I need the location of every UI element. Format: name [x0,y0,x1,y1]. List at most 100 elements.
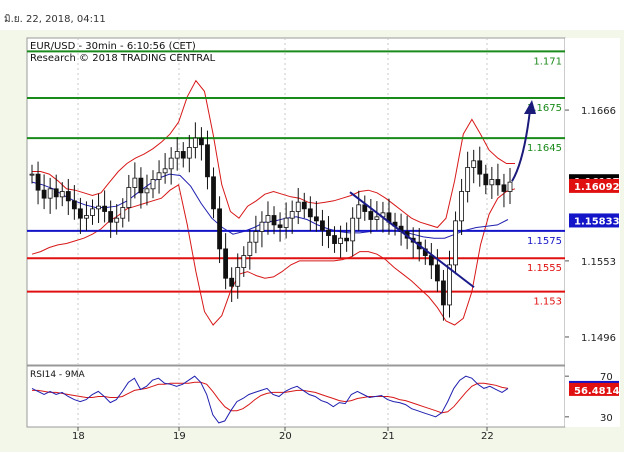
candle-body [102,205,108,212]
candle [441,269,446,321]
candle [465,151,471,203]
forecast-arrow-head [524,100,536,115]
candle [289,200,295,234]
candle-body [180,151,186,159]
candle [356,190,362,231]
x-tick-label: 20 [279,431,292,442]
candle [453,211,458,275]
candle [205,130,210,190]
candle [326,216,331,249]
rsi-badge-bg [569,382,619,396]
candle [368,198,374,234]
candle-body [253,231,259,243]
candle-body [489,179,495,186]
candle [65,178,71,215]
candle-body [241,255,247,268]
candle [174,137,180,171]
candle-body [483,173,489,186]
candle-body [168,157,174,170]
candle [211,167,216,219]
candle [338,225,343,258]
level-label: 1.1555 [527,263,562,274]
x-tick-label: 21 [382,431,395,442]
candle-body [265,215,271,223]
candle [102,190,108,223]
price-badge-label: 1.15833 [574,216,620,227]
candle-body [138,177,144,194]
x-tick-label: 19 [173,431,186,442]
rsi-line [31,375,509,424]
candle [471,149,477,184]
trendline [349,191,475,289]
candle [265,201,271,235]
candle-body [283,217,289,228]
rsi-label: RSI14 - 9MA [30,370,86,380]
top-bar: มิ.ย. 22, 2018, 04:11 [0,0,624,30]
price-badge-bg [569,213,619,228]
candle [501,173,507,208]
candle [90,199,95,225]
candle [217,196,222,264]
candle-body [41,189,47,199]
candle-body [126,187,132,208]
y-tick-label: 1.1666 [581,106,616,117]
price-badge: 1.15833 [569,213,620,228]
candle-body [90,208,95,216]
right-axis [565,38,620,427]
candle [313,201,319,232]
candle [229,267,235,303]
candle-body [108,211,114,223]
candle [447,250,452,318]
candle-body [326,229,331,236]
candle-body [47,188,53,199]
candle-body [495,179,501,186]
candle-body [301,201,307,210]
candle-body [507,181,513,192]
level-label: 1.171 [533,56,562,67]
price-series [29,122,513,321]
candle-body [223,248,229,279]
candle [199,127,204,161]
candle-body [356,204,362,219]
rsi-badge-label: 56.4814 [574,386,620,397]
x-tick-label: 22 [481,431,494,442]
candle [489,166,495,199]
bollinger-upper [32,79,515,229]
candle-body [78,208,83,219]
candle-body [447,264,452,306]
candle-body [120,207,126,219]
price-badge-bg [569,178,619,193]
candle-body [313,216,319,222]
candle-body [150,179,156,190]
rsi-axis: 703058.438456.4814 [565,372,620,424]
candle [350,207,356,257]
candle [271,206,277,235]
candle [374,201,380,231]
support-resistance-levels: 1.171 1.1675 1.1645 1.1575 1.1555 1.153 [27,50,565,308]
candle-body [247,241,253,256]
candle [295,188,301,225]
candle-body [65,191,71,202]
rsi-lines [31,375,509,424]
candle-body [307,208,313,218]
candle-body [289,211,295,219]
candle-body [199,137,204,146]
x-tick-label: 18 [72,431,85,442]
candle-body [350,217,356,242]
y-tick-label: 1.1496 [581,333,616,344]
candle-body [428,255,434,266]
trendline-line [349,191,475,289]
y-tick-label: 1.1553 [581,257,616,268]
candle-body [295,201,301,212]
candle-body [217,208,222,250]
candle-body [477,160,483,175]
rsi-badge: 56.4814 [569,382,620,397]
candle-body [186,147,192,159]
candle [96,193,101,223]
candle-body [229,277,235,287]
candle [495,163,501,196]
time-axis: 18 19 20 21 22 [72,427,494,442]
candle-body [271,215,277,226]
candle [47,177,53,214]
candle [332,226,337,253]
